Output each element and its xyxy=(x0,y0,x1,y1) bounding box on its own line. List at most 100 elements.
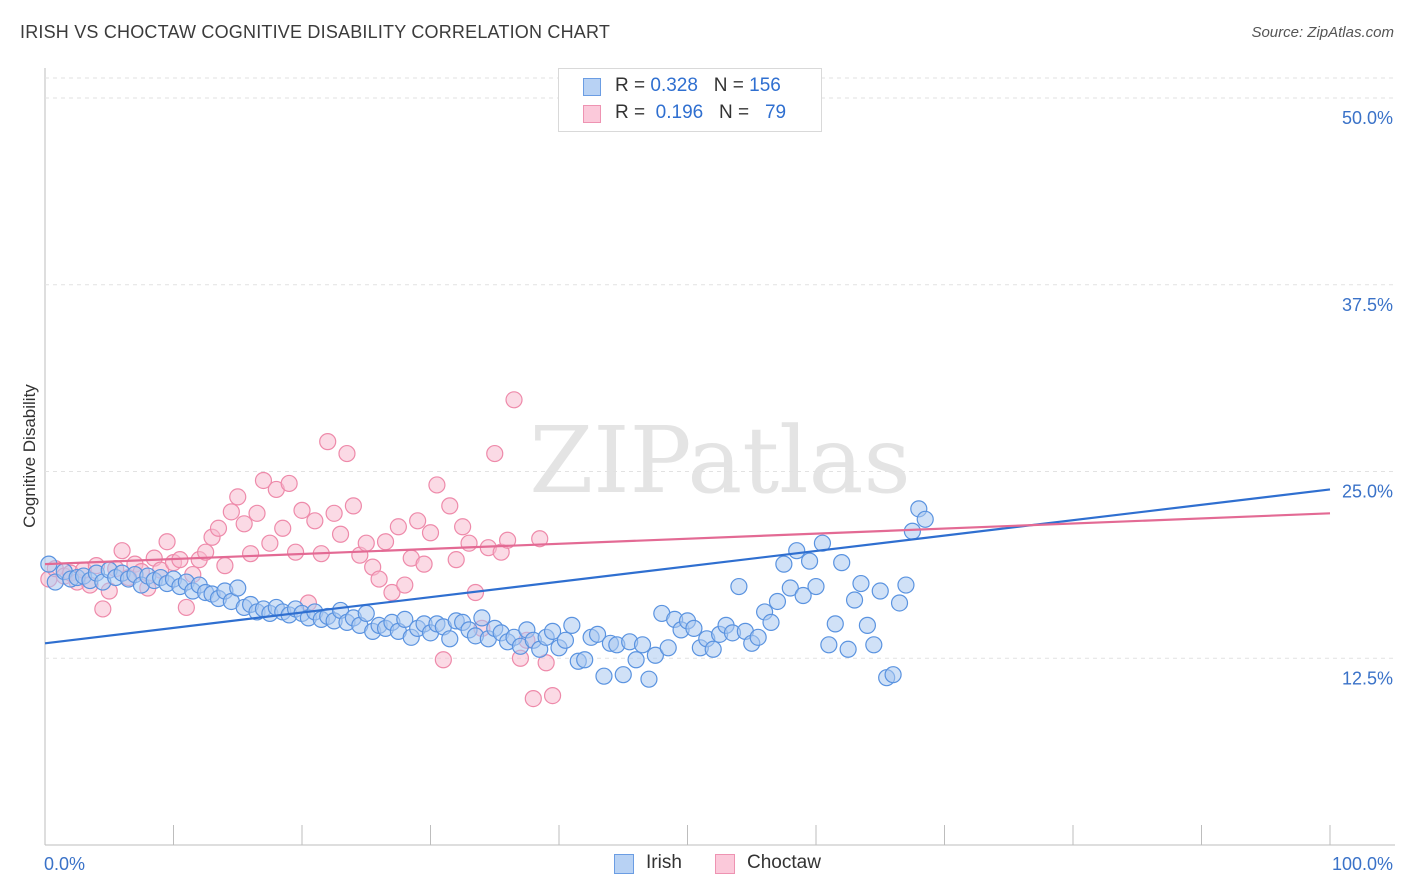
choctaw-point xyxy=(389,518,407,536)
choctaw-point xyxy=(441,497,459,515)
choctaw-point xyxy=(209,519,228,537)
choctaw-point xyxy=(531,530,549,548)
choctaw-r-label: R = xyxy=(615,102,651,123)
y-tick-label: 37.5% xyxy=(1342,295,1393,315)
irish-r-value: 0.328 xyxy=(650,75,698,96)
choctaw-point xyxy=(325,504,343,522)
choctaw-point xyxy=(376,533,395,551)
irish-point xyxy=(884,666,902,684)
choctaw-trend-line xyxy=(44,512,1331,566)
irish-point xyxy=(871,582,889,600)
choctaw-n-label: N = xyxy=(719,102,755,123)
irish-point xyxy=(788,542,806,560)
irish-point xyxy=(897,576,915,594)
choctaw-point xyxy=(338,444,356,463)
choctaw-point xyxy=(319,433,337,451)
choctaw-point xyxy=(415,555,433,573)
choctaw-point xyxy=(222,503,240,521)
choctaw-point xyxy=(280,474,298,493)
irish-point xyxy=(768,592,787,611)
irish-swatch xyxy=(583,78,601,96)
x-tick-label: 0.0% xyxy=(44,854,85,874)
choctaw-point xyxy=(344,497,362,515)
irish-point xyxy=(704,640,722,658)
correlation-legend: R = 0.328 N = 156 R = 0.196 N = 79 xyxy=(558,68,822,132)
irish-point xyxy=(441,630,459,648)
irish-point xyxy=(357,604,375,623)
watermark: ZIPatlas xyxy=(529,407,910,514)
irish-point xyxy=(800,552,819,570)
irish-point xyxy=(749,628,767,646)
irish-point xyxy=(820,636,838,654)
irish-point xyxy=(775,555,793,573)
irish-point xyxy=(576,651,594,669)
choctaw-point xyxy=(499,531,517,549)
choctaw-point xyxy=(543,686,562,705)
irish-point xyxy=(781,579,799,597)
irish-point xyxy=(794,586,812,605)
choctaw-point xyxy=(505,391,523,409)
choctaw-point xyxy=(113,542,131,560)
choctaw-n-value: 79 xyxy=(754,102,787,123)
irish-point xyxy=(833,554,851,572)
irish-point xyxy=(903,522,921,540)
choctaw-point xyxy=(242,545,260,563)
irish-point xyxy=(826,615,844,633)
irish-point xyxy=(595,667,613,685)
source-credit: Source: ZipAtlas.com xyxy=(1251,24,1394,41)
choctaw-point xyxy=(434,651,452,669)
irish-point xyxy=(762,613,780,631)
y-axis-title: Cognitive Disability xyxy=(20,384,39,528)
choctaw-point xyxy=(524,689,542,708)
choctaw-point xyxy=(216,557,234,575)
choctaw-r-value: 0.196 xyxy=(650,102,704,123)
y-tick-label: 50.0% xyxy=(1342,108,1393,128)
choctaw-point xyxy=(248,504,266,522)
choctaw-point xyxy=(158,533,176,551)
irish-point xyxy=(730,577,748,596)
choctaw-point xyxy=(293,501,311,519)
irish-point xyxy=(659,639,677,657)
irish-point xyxy=(229,579,247,597)
irish-point xyxy=(396,610,414,629)
choctaw-legend-label: Choctaw xyxy=(747,852,821,873)
irish-point xyxy=(890,594,909,612)
irish-point xyxy=(685,619,703,637)
choctaw-point xyxy=(261,534,279,552)
irish-point xyxy=(916,510,934,528)
choctaw-point xyxy=(357,534,375,552)
choctaw-point xyxy=(286,543,305,561)
choctaw-point xyxy=(235,515,253,533)
choctaw-point xyxy=(94,600,112,618)
irish-r-label: R = xyxy=(615,75,651,96)
irish-point xyxy=(633,636,652,654)
irish-legend-swatch xyxy=(614,854,634,874)
irish-n-label: N = xyxy=(713,75,750,96)
irish-point xyxy=(839,640,857,658)
choctaw-point xyxy=(177,598,195,617)
choctaw-point xyxy=(331,525,350,543)
irish-point xyxy=(807,577,825,596)
irish-point xyxy=(865,636,883,654)
x-tick-label: 100.0% xyxy=(1332,854,1393,874)
y-tick-label: 25.0% xyxy=(1342,482,1393,502)
irish-point xyxy=(858,616,877,634)
choctaw-point xyxy=(409,512,427,530)
irish-trend-line xyxy=(44,488,1331,645)
irish-point xyxy=(473,609,491,627)
irish-point xyxy=(646,646,664,664)
choctaw-point xyxy=(454,518,472,536)
choctaw-point xyxy=(306,512,324,530)
choctaw-point xyxy=(229,488,247,506)
choctaw-point xyxy=(383,583,401,602)
choctaw-point xyxy=(428,476,446,494)
choctaw-point xyxy=(197,543,215,561)
irish-point xyxy=(627,651,645,669)
irish-point xyxy=(556,631,575,649)
y-tick-label: 12.5% xyxy=(1342,668,1393,688)
choctaw-point xyxy=(421,524,440,542)
choctaw-point xyxy=(254,471,273,490)
choctaw-swatch xyxy=(583,105,601,123)
series-legend: Irish Choctaw xyxy=(0,851,1406,877)
irish-point xyxy=(614,666,632,684)
